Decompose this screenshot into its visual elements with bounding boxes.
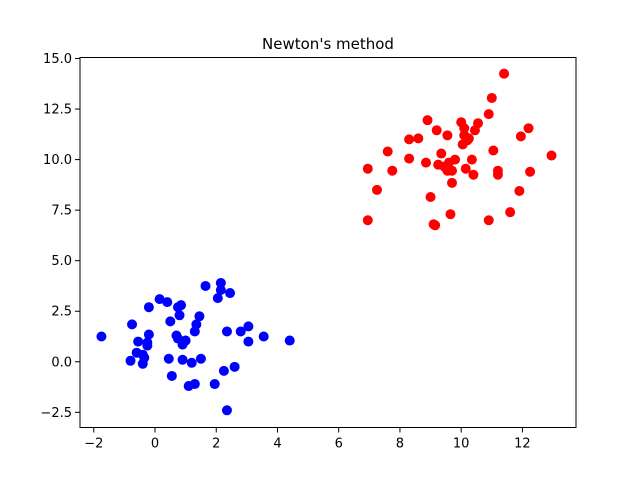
data-point [483,109,494,120]
data-point [162,297,173,308]
data-point [229,361,240,372]
data-point [143,329,154,340]
x-tick-label: 12 [514,437,531,452]
data-point [447,177,457,188]
data-point [225,288,236,299]
x-tick-label: 10 [453,437,470,452]
data-point [488,145,499,156]
data-point [422,115,433,126]
data-point [215,285,226,296]
data-point [473,118,484,129]
data-points [96,68,557,416]
data-point [404,134,415,145]
data-point [387,165,398,176]
y-tick-label: 12.5 [43,103,72,118]
data-point [215,277,226,288]
data-point [413,133,424,144]
data-point [420,157,431,168]
data-point [436,148,447,159]
data-point [523,123,534,134]
data-point [425,192,436,203]
data-point [447,165,457,176]
data-point [176,300,187,311]
data-point [96,331,107,342]
data-point [235,326,246,337]
y-tick-label: 0.0 [51,355,72,370]
data-point [371,184,382,195]
data-point [505,207,516,218]
data-point [191,319,202,330]
data-point [492,169,503,180]
data-point [514,185,525,196]
x-tick-label: 8 [396,437,404,452]
data-point [382,146,393,157]
data-point [186,357,197,368]
y-tick-label: −2.5 [40,406,72,421]
data-point [546,150,557,161]
x-tick-label: 2 [212,437,220,452]
data-point [177,354,188,365]
data-point [221,326,232,337]
data-point [163,353,174,364]
data-point [166,370,177,381]
x-tick-label: 0 [151,437,159,452]
data-point [468,169,479,180]
data-point [431,125,442,136]
y-tick-label: 15.0 [43,52,72,67]
data-point [221,405,232,416]
data-point [430,220,441,231]
x-tick-label: −2 [84,437,103,452]
data-point [404,153,415,164]
data-point [212,293,223,304]
data-point [125,355,136,366]
data-point [174,310,185,321]
data-point [459,123,470,134]
data-point [460,163,471,174]
data-point [243,321,254,332]
data-point [258,331,269,342]
data-point [127,319,138,330]
data-point [442,130,453,141]
data-point [165,316,176,327]
y-tick-label: 7.5 [51,204,72,219]
data-point [499,68,510,79]
axis-ticks: −2 0 2 4 6 8 10 12 −2.5 0.0 2.5 5.0 7.5 10.0 12.5 15.0 [40,52,530,451]
data-point [466,154,477,165]
data-point [515,131,526,142]
data-point [195,353,206,364]
x-tick-label: 6 [335,437,343,452]
data-point [143,302,154,313]
data-point [209,379,220,390]
data-point [445,209,456,220]
data-point [189,379,200,390]
data-point [139,352,150,363]
data-point [243,336,254,347]
plot-frame [79,57,577,428]
data-point [133,336,144,347]
data-point [362,163,373,174]
data-point [194,311,205,322]
data-point [200,280,211,291]
data-point [450,154,461,165]
data-point [218,365,229,376]
data-point [154,294,165,305]
data-point [284,335,295,346]
data-point [362,215,373,226]
data-point [142,340,153,351]
data-point [180,335,191,346]
y-tick-label: 5.0 [51,254,72,269]
y-tick-label: 10.0 [43,153,72,168]
data-point [483,215,494,226]
chart-title: Newton's method [262,35,394,53]
data-point [463,133,474,144]
x-tick-label: 4 [273,437,281,452]
y-tick-label: 2.5 [51,305,72,320]
data-point [486,92,497,103]
data-point [525,166,536,177]
